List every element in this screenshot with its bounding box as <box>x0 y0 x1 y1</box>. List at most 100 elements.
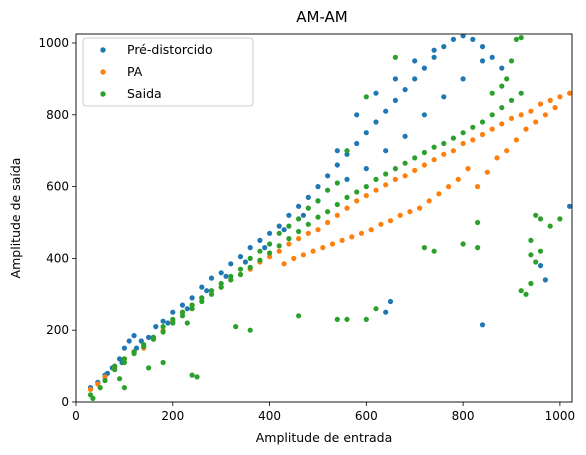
data-point <box>131 333 137 339</box>
data-point <box>349 234 355 240</box>
data-point <box>475 245 481 251</box>
data-point <box>537 216 544 222</box>
data-point <box>504 148 510 154</box>
data-point <box>460 140 466 147</box>
data-point <box>465 166 471 172</box>
data-point <box>494 155 500 161</box>
data-point <box>141 342 147 348</box>
data-point <box>528 108 534 114</box>
data-point <box>344 176 350 182</box>
data-point <box>426 198 432 204</box>
data-point <box>528 237 534 243</box>
data-point <box>431 157 437 163</box>
data-point <box>189 295 195 301</box>
data-point <box>392 76 398 82</box>
data-point <box>208 291 215 297</box>
data-point <box>460 241 466 247</box>
data-point <box>373 187 379 193</box>
data-point <box>518 90 524 96</box>
data-point <box>237 254 244 260</box>
data-point <box>373 306 379 312</box>
legend-label-pre-distorcido: Pré-distorcido <box>127 42 213 57</box>
data-point <box>344 316 350 322</box>
data-point <box>421 162 427 168</box>
data-point <box>450 148 456 154</box>
data-point <box>121 345 127 351</box>
data-point <box>247 245 253 251</box>
data-point <box>218 270 224 276</box>
data-point <box>276 248 282 254</box>
data-point <box>286 241 292 247</box>
data-point <box>537 263 544 269</box>
data-point <box>237 266 244 272</box>
data-point <box>267 241 273 247</box>
data-point <box>475 184 481 190</box>
data-point <box>199 284 205 290</box>
data-point <box>237 271 244 278</box>
data-point <box>228 261 234 267</box>
data-point <box>160 324 166 330</box>
data-point <box>267 250 273 256</box>
data-point <box>363 166 369 172</box>
axes-frame <box>75 33 573 403</box>
data-point <box>523 126 529 132</box>
data-point <box>392 97 398 103</box>
data-point <box>441 44 447 50</box>
data-point <box>208 288 215 294</box>
data-point <box>552 105 558 111</box>
data-point <box>421 245 427 251</box>
data-point <box>441 140 447 147</box>
data-point <box>233 324 239 330</box>
legend-box <box>82 37 254 107</box>
data-point <box>441 94 447 100</box>
data-point <box>296 313 302 319</box>
data-point <box>189 372 195 378</box>
x-tick-label: 0 <box>72 409 80 423</box>
data-point <box>276 243 282 249</box>
data-point <box>421 65 427 71</box>
data-point <box>387 298 394 305</box>
legend-marker-saida <box>100 91 106 97</box>
data-point <box>397 212 403 218</box>
legend-label-saida: Saida <box>127 86 162 101</box>
data-point <box>373 119 379 125</box>
data-point <box>455 176 461 182</box>
data-point <box>334 162 340 168</box>
data-point <box>354 112 360 118</box>
data-point <box>528 280 534 287</box>
data-point <box>242 259 248 265</box>
data-point <box>537 101 544 107</box>
data-point <box>286 223 292 229</box>
data-point <box>102 377 108 384</box>
data-point <box>276 223 282 229</box>
data-point <box>334 148 340 154</box>
data-point <box>305 230 311 236</box>
data-point <box>344 148 350 154</box>
data-point <box>344 205 350 211</box>
data-point <box>315 184 321 190</box>
data-point <box>518 35 524 41</box>
data-point <box>189 306 195 312</box>
data-point <box>325 173 331 179</box>
data-point <box>383 171 389 177</box>
data-point <box>247 264 253 270</box>
data-point <box>499 65 505 71</box>
data-point <box>286 236 292 242</box>
data-point <box>508 58 515 64</box>
data-point <box>363 184 369 190</box>
data-point <box>102 374 108 380</box>
data-point <box>223 273 229 279</box>
data-point <box>228 277 234 283</box>
data-point <box>412 167 418 173</box>
data-point <box>296 228 302 235</box>
data-point <box>479 44 486 50</box>
data-point <box>354 140 360 147</box>
data-point <box>146 334 152 340</box>
data-point <box>363 316 369 322</box>
data-point <box>387 218 394 224</box>
data-point <box>339 237 345 243</box>
data-point <box>179 313 186 319</box>
data-point <box>296 203 302 209</box>
data-point <box>542 112 549 118</box>
